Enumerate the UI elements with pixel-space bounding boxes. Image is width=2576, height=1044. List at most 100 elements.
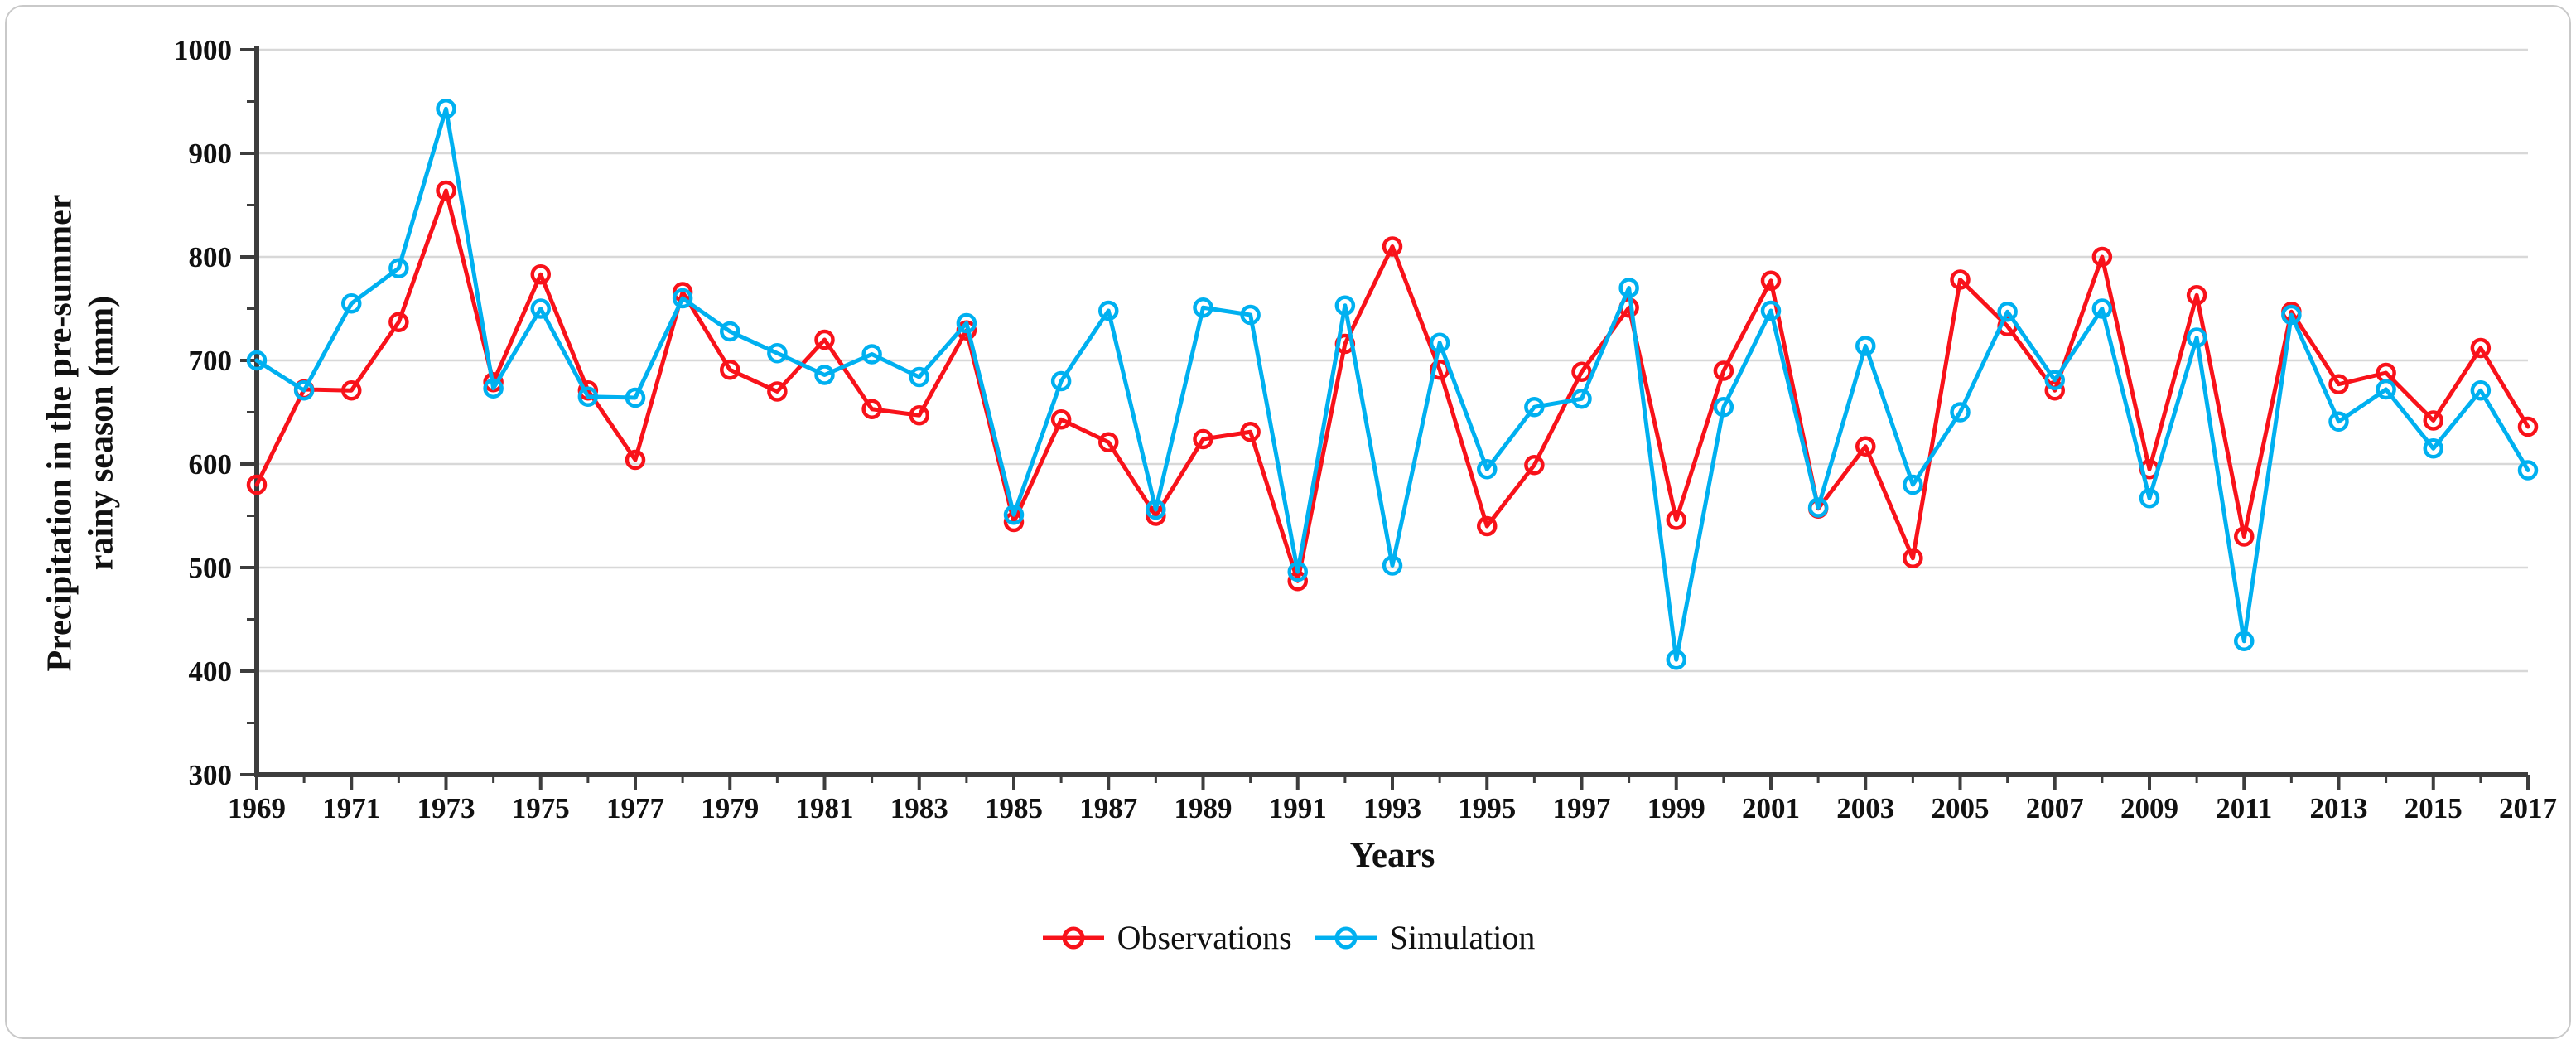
observations-point xyxy=(1903,548,1923,568)
y-axis-title-line1: Precipitation in the pre-summer xyxy=(41,194,80,672)
observations-point xyxy=(2517,416,2539,437)
observations-point xyxy=(1477,515,1498,537)
x-tick-label: 1999 xyxy=(1647,792,1705,824)
observations-point xyxy=(625,449,646,471)
simulation-point xyxy=(483,378,504,399)
legend-item-observations: Observations xyxy=(1041,918,1292,957)
simulation-point xyxy=(1524,397,1545,418)
simulation-point xyxy=(293,380,315,401)
observations-point xyxy=(2234,526,2255,547)
x-tick-label: 1991 xyxy=(1269,792,1327,824)
simulation-point xyxy=(2423,438,2443,459)
simulation-point xyxy=(2044,370,2065,390)
observations-point xyxy=(1760,270,1782,291)
simulation-point xyxy=(2091,298,2113,319)
y-tick-label: 300 xyxy=(189,759,233,791)
simulation-point xyxy=(1855,336,1876,356)
x-tick-label: 2013 xyxy=(2310,792,2368,824)
observations-point xyxy=(1571,361,1592,382)
observations-point xyxy=(2186,285,2207,306)
simulation-point xyxy=(720,321,740,342)
y-tick-label: 600 xyxy=(189,448,233,481)
simulation-marker-icon xyxy=(1315,926,1377,949)
observations-point xyxy=(814,329,835,350)
simulation-point xyxy=(956,312,977,334)
x-tick-label: 1977 xyxy=(606,792,664,824)
y-tick-label: 500 xyxy=(189,552,233,584)
simulation-point xyxy=(1950,402,1971,423)
x-tick-label: 2005 xyxy=(1932,792,1990,824)
simulation-point xyxy=(1713,397,1734,418)
x-tick-label: 1975 xyxy=(512,792,570,824)
simulation-point xyxy=(625,387,646,408)
legend-item-simulation: Simulation xyxy=(1314,918,1536,957)
x-tick-label: 2003 xyxy=(1836,792,1894,824)
simulation-point xyxy=(1003,505,1025,525)
simulation-point xyxy=(1760,300,1782,321)
observations-point xyxy=(909,405,929,426)
simulation-point xyxy=(530,298,551,319)
legend: Observations Simulation xyxy=(0,918,2576,957)
observations-point xyxy=(861,399,882,419)
x-tick-label: 1973 xyxy=(417,792,475,824)
y-axis-title-line2: rainy season (mm) xyxy=(82,295,120,571)
x-tick-label: 1985 xyxy=(985,792,1043,824)
y-tick-label: 800 xyxy=(189,241,233,273)
simulation-point xyxy=(1193,297,1213,318)
simulation-point xyxy=(2139,488,2160,509)
x-tick-label: 2015 xyxy=(2405,792,2463,824)
x-tick-label: 1969 xyxy=(228,792,286,824)
x-axis-title: Years xyxy=(1349,836,1435,875)
observations-point xyxy=(436,180,456,201)
observations-point xyxy=(1193,428,1213,450)
y-tick-label: 900 xyxy=(189,138,233,170)
observations-point xyxy=(388,312,409,332)
simulation-point xyxy=(436,99,456,119)
figure-border xyxy=(5,5,2571,1039)
simulation-point xyxy=(1997,302,2018,322)
observations-point xyxy=(767,381,788,402)
x-tick-label: 2007 xyxy=(2026,792,2084,824)
x-tick-label: 2001 xyxy=(1742,792,1800,824)
observations-point xyxy=(246,474,268,495)
observations-point xyxy=(1713,360,1734,381)
observations-point xyxy=(483,372,504,393)
x-tick-label: 1995 xyxy=(1458,792,1516,824)
observations-point xyxy=(2091,246,2113,268)
simulation-point xyxy=(1666,650,1686,670)
simulation-point xyxy=(577,386,599,407)
gridlines-group xyxy=(257,48,2528,673)
legend-label-simulation: Simulation xyxy=(1389,919,1536,956)
simulation-point xyxy=(341,293,362,314)
axis-spines-group xyxy=(254,46,2528,777)
simulation-line xyxy=(254,106,2530,662)
y-tick-label: 700 xyxy=(189,345,233,377)
x-tick-label: 1987 xyxy=(1079,792,1137,824)
simulation-point xyxy=(861,344,882,365)
simulation-point xyxy=(1146,499,1166,520)
x-tick-label: 1971 xyxy=(322,792,380,824)
y-axis-title: Precipitation in the pre-summer rainy se… xyxy=(40,44,122,823)
observations-point xyxy=(2328,374,2349,394)
simulation-point xyxy=(1382,555,1403,576)
simulation-point xyxy=(2328,411,2349,432)
x-tick-label: 2017 xyxy=(2499,792,2557,824)
x-tick-label: 1997 xyxy=(1553,792,1611,824)
simulation-point xyxy=(2234,631,2255,651)
simulation-point xyxy=(388,258,409,278)
simulation-point xyxy=(2470,380,2492,401)
simulation-point xyxy=(2186,327,2207,348)
simulation-point xyxy=(1429,332,1450,353)
simulation-point xyxy=(909,366,929,388)
tick-labels-group: 300 400 500 600 700 800 900 1000 1969 1971 1973 197… xyxy=(174,34,2557,824)
observations-point xyxy=(1524,455,1545,476)
x-tick-label: 1993 xyxy=(1363,792,1421,824)
x-tick-label: 1981 xyxy=(796,792,854,824)
observations-point xyxy=(1950,269,1971,290)
simulation-point xyxy=(1807,497,1829,518)
simulation-point xyxy=(1903,474,1923,495)
observations-point xyxy=(530,264,551,285)
ticks-group xyxy=(240,48,2530,790)
